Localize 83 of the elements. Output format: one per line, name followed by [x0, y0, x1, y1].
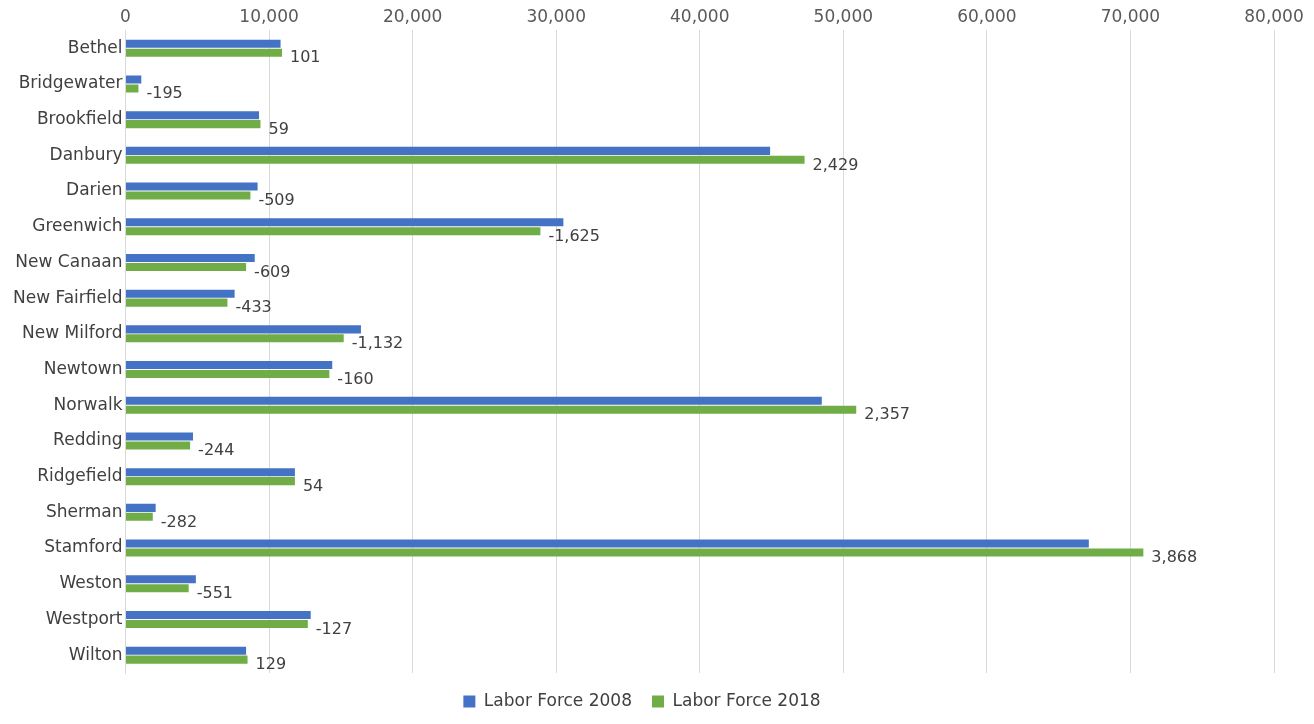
bar [126, 289, 235, 298]
annotation: -195 [146, 83, 183, 103]
legend-label: Labor Force 2018 [672, 689, 821, 710]
x-tick-label: 0 [120, 5, 131, 26]
bar [126, 405, 857, 414]
annotation: -433 [235, 297, 272, 317]
bar [126, 39, 281, 48]
bar [126, 325, 361, 334]
bar [126, 610, 311, 619]
annotation: 2,429 [812, 154, 859, 174]
bar [126, 120, 261, 129]
bar [126, 548, 1144, 557]
y-tick-label: Sherman [46, 500, 123, 521]
bar [126, 441, 191, 450]
annotation: -609 [254, 261, 291, 281]
bar [126, 146, 771, 155]
bar [126, 512, 153, 521]
bar [126, 84, 139, 93]
bar [126, 262, 247, 271]
x-tick-label: 40,000 [670, 5, 730, 26]
bar [126, 298, 228, 307]
x-tick-label: 80,000 [1244, 5, 1304, 26]
y-tick-label: Redding [53, 429, 123, 450]
bar [126, 396, 822, 405]
x-tick-label: 60,000 [957, 5, 1017, 26]
bar [126, 218, 564, 227]
y-tick-label: New Canaan [15, 250, 123, 271]
annotation: -160 [337, 368, 374, 388]
y-tick-label: Bethel [67, 36, 123, 57]
bar [126, 468, 295, 477]
bar [126, 432, 193, 441]
y-tick-label: Stamford [44, 536, 123, 557]
annotation: 101 [289, 47, 321, 67]
y-tick-label: Brookfield [36, 108, 123, 129]
y-tick-label: Ridgefield [37, 465, 123, 486]
x-tick-label: 10,000 [239, 5, 299, 26]
y-tick-label: Greenwich [32, 215, 123, 236]
bar [126, 584, 189, 593]
bar [126, 503, 156, 512]
bar [126, 155, 805, 164]
annotation: 3,868 [1151, 547, 1198, 567]
y-tick-label: Danbury [49, 143, 123, 164]
bar [126, 75, 142, 84]
annotation: 59 [268, 118, 289, 138]
y-tick-label: Norwalk [53, 393, 123, 414]
bar [126, 539, 1089, 548]
x-tick-label: 70,000 [1100, 5, 1161, 26]
bar [126, 227, 541, 236]
y-tick-label: Newtown [43, 357, 123, 378]
annotation: -127 [315, 618, 353, 638]
y-tick-label: New Fairfield [13, 286, 123, 307]
annotation: -509 [258, 190, 295, 210]
x-tick-label: 30,000 [526, 5, 586, 26]
annotation: 2,357 [864, 404, 911, 424]
bar [126, 370, 330, 379]
y-tick-label: Wilton [68, 643, 123, 664]
bar [126, 334, 344, 343]
bar [126, 48, 282, 57]
annotation: -551 [196, 582, 233, 602]
bar [126, 646, 247, 655]
y-tick-label: Bridgewater [18, 72, 123, 93]
bar [126, 477, 295, 486]
annotation: -282 [160, 511, 198, 531]
y-tick-label: Weston [59, 572, 123, 593]
y-tick-label: Westport [45, 607, 123, 628]
y-tick-label: New Milford [22, 322, 123, 343]
annotation: -1,132 [351, 333, 404, 353]
y-tick-label: Darien [66, 179, 123, 200]
x-tick-label: 20,000 [382, 5, 443, 26]
bar [126, 191, 251, 200]
x-tick-label: 50,000 [813, 5, 874, 26]
bar [126, 253, 255, 262]
bar [126, 182, 258, 191]
bar [126, 361, 333, 370]
bar [126, 111, 260, 120]
annotation: -244 [198, 440, 235, 460]
annotation: -1,625 [548, 225, 600, 245]
bar [126, 575, 196, 584]
bar [126, 655, 248, 664]
bar [126, 619, 308, 628]
legend-label: Labor Force 2008 [483, 689, 632, 710]
annotation: 129 [255, 654, 287, 674]
annotation: 54 [302, 475, 324, 495]
